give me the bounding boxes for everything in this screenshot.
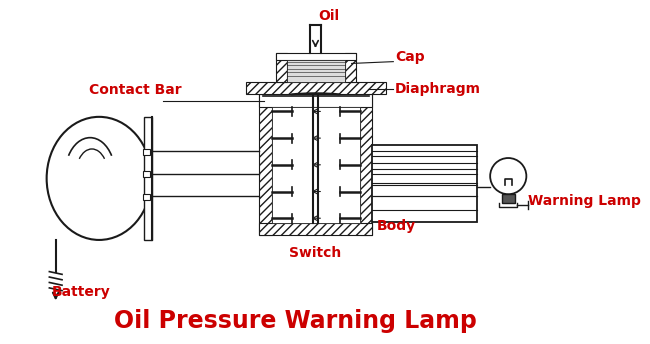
Circle shape	[490, 158, 526, 194]
Bar	[345, 53, 356, 82]
Ellipse shape	[47, 117, 151, 240]
Text: Oil: Oil	[318, 9, 339, 23]
Bar	[259, 94, 272, 235]
Bar	[360, 94, 372, 235]
Bar	[276, 53, 356, 60]
Bar	[276, 53, 287, 82]
Text: Warning Lamp: Warning Lamp	[528, 194, 641, 208]
Bar	[144, 117, 151, 240]
Bar	[259, 94, 372, 107]
Text: Contact Bar: Contact Bar	[89, 83, 181, 97]
Text: Cap: Cap	[395, 50, 424, 64]
Bar	[259, 223, 372, 235]
Text: Battery: Battery	[51, 285, 110, 299]
Bar	[372, 145, 476, 222]
Bar	[246, 82, 386, 94]
Text: Diaphragm: Diaphragm	[395, 82, 481, 96]
Text: Body: Body	[377, 219, 416, 233]
Bar	[144, 171, 150, 178]
Bar	[144, 194, 150, 200]
Text: Switch: Switch	[289, 246, 342, 260]
Bar	[502, 194, 515, 203]
Text: Oil Pressure Warning Lamp: Oil Pressure Warning Lamp	[114, 309, 477, 333]
Bar	[287, 60, 345, 82]
Bar	[272, 107, 360, 223]
Bar	[144, 149, 150, 155]
